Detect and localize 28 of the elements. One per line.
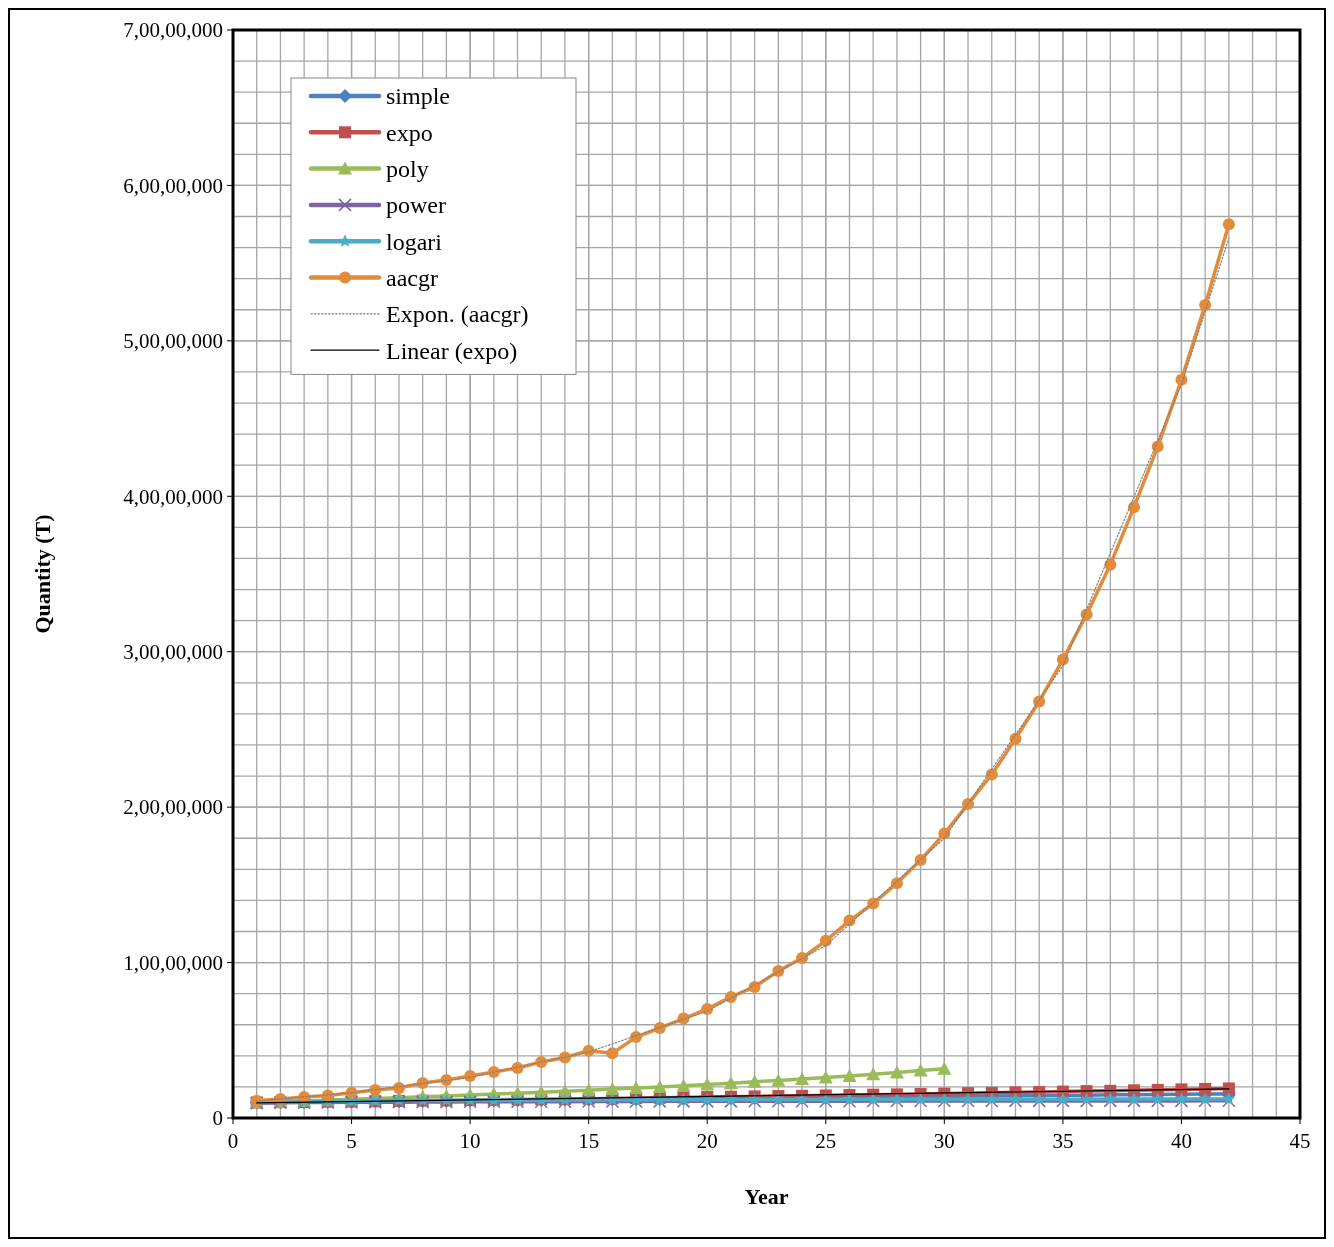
legend-label: expo xyxy=(386,119,433,146)
x-axis-title: Year xyxy=(744,1184,789,1209)
legend-label: aacgr xyxy=(386,264,438,291)
legend-label: Linear (expo) xyxy=(386,337,518,364)
x-tick-label: 15 xyxy=(578,1129,600,1153)
x-tick-label: 10 xyxy=(459,1129,481,1153)
legend-label: power xyxy=(386,192,446,219)
y-tick-label: 3,00,00,000 xyxy=(123,640,223,665)
x-tick-label: 20 xyxy=(696,1129,718,1153)
y-axis-title: Quantity (T) xyxy=(30,514,55,634)
legend-label: logari xyxy=(386,228,443,255)
y-tick-label: 5,00,00,000 xyxy=(123,329,223,354)
x-tick-label: 25 xyxy=(815,1129,837,1153)
y-tick-label: 4,00,00,000 xyxy=(123,484,223,509)
legend-label: simple xyxy=(386,83,450,110)
x-tick-label: 5 xyxy=(346,1129,357,1153)
x-tick-label: 0 xyxy=(227,1129,239,1153)
y-tick-label: 6,00,00,000 xyxy=(123,173,223,198)
x-tick-label: 35 xyxy=(1052,1129,1074,1153)
y-tick-label: 7,00,00,000 xyxy=(123,18,223,43)
x-tick-label: 45 xyxy=(1289,1129,1311,1153)
y-tick-label: 0 xyxy=(212,1106,223,1131)
x-tick-label: 30 xyxy=(933,1129,955,1153)
legend-label: poly xyxy=(386,156,429,182)
y-tick-label: 1,00,00,000 xyxy=(123,950,223,975)
y-tick-label: 2,00,00,000 xyxy=(123,795,223,820)
legend-label: Expon. (aacgr) xyxy=(386,301,529,328)
x-tick-label: 40 xyxy=(1170,1129,1192,1153)
